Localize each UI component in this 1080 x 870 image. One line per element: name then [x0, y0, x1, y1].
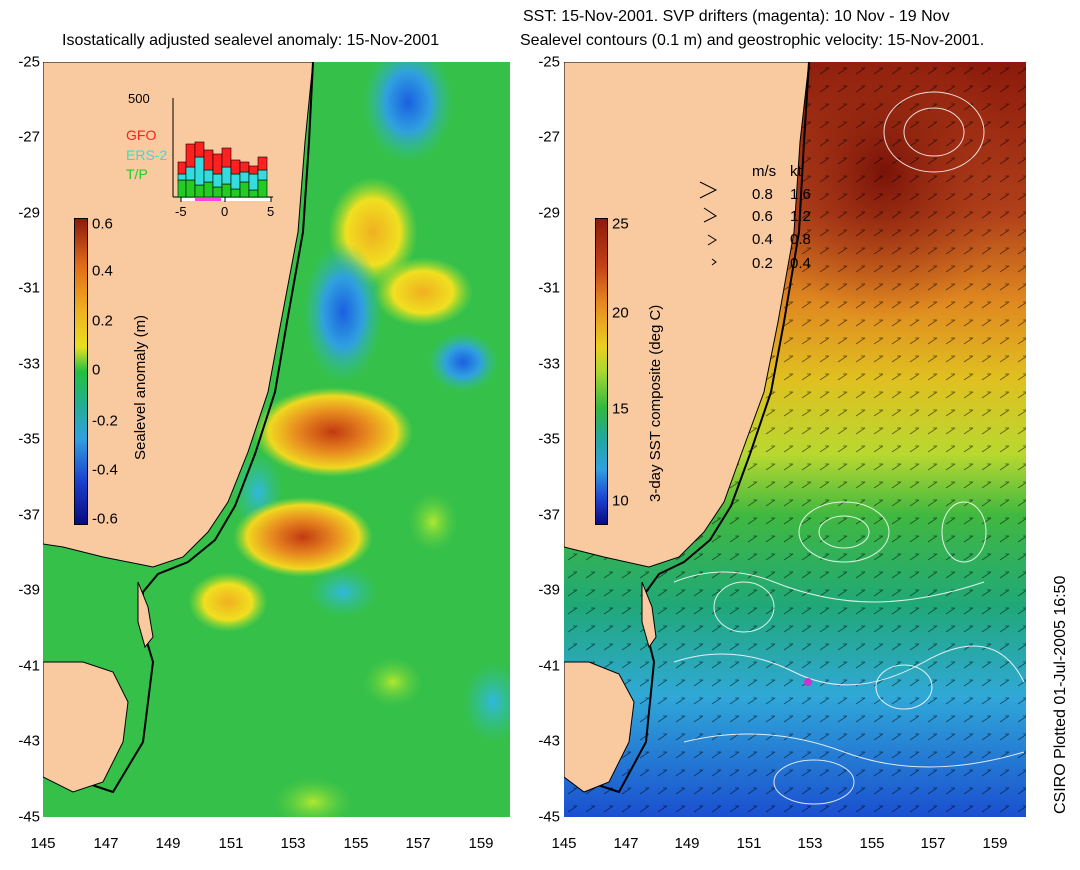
x-tick-left: 147	[93, 835, 119, 852]
speed-legend-header-kt: kt	[790, 163, 802, 180]
speed-legend-ms: 0.2	[752, 255, 773, 272]
velocity-scale-arrows	[699, 181, 718, 266]
tasmania-left	[43, 661, 129, 793]
shelf-edge-left	[57, 62, 314, 794]
australia-mainland-right	[564, 62, 810, 568]
wilsons-promontory-left	[137, 581, 154, 649]
x-tick-right: 157	[920, 835, 946, 852]
speed-legend-ms: 0.8	[752, 186, 773, 203]
colorbar-tick: -0.4	[92, 461, 118, 479]
sst-colorbar	[595, 218, 608, 525]
anomaly-orange-31	[373, 257, 473, 327]
sealevel-anomaly-map	[43, 62, 510, 817]
speed-legend-kt: 0.4	[790, 255, 811, 272]
sealevel-colorbar-label: Sealevel anomaly (m)	[132, 314, 149, 460]
y-tick-right: -25	[538, 53, 560, 71]
plot-credit: CSIRO Plotted 01-Jul-2005 16:50	[1052, 575, 1069, 814]
anomaly-blue-31	[303, 242, 383, 382]
colorbar-tick: -0.2	[92, 412, 118, 430]
speed-legend-header-ms: m/s	[752, 163, 777, 180]
y-tick-right: -35	[538, 430, 560, 448]
colorbar-tick: 10	[612, 492, 629, 510]
y-tick-left: -41	[18, 657, 40, 675]
y-tick-left: -39	[18, 581, 40, 599]
anomaly-red-35	[253, 387, 413, 477]
colorbar-tick: 0	[92, 361, 101, 379]
right-map-title-line1: SST: 15-Nov-2001. SVP drifters (magenta)…	[523, 8, 950, 25]
inset-legend-ers2: ERS-2	[126, 147, 168, 163]
x-tick-right: 147	[613, 835, 639, 852]
anomaly-cyan-42	[463, 662, 510, 742]
inset-x-tick: 5	[267, 204, 275, 219]
speed-legend-kt: 1.2	[790, 208, 811, 225]
x-tick-left: 155	[343, 835, 369, 852]
inset-x-tick: 0	[221, 204, 229, 219]
sst-map	[564, 62, 1026, 817]
speed-legend-ms: 0.4	[752, 231, 773, 248]
colorbar-tick: 20	[612, 304, 629, 322]
x-tick-right: 153	[797, 835, 823, 852]
x-tick-left: 157	[405, 835, 431, 852]
colorbar-tick: 0.4	[92, 262, 113, 280]
anomaly-cyan-39	[308, 567, 378, 617]
y-tick-right: -41	[538, 657, 560, 675]
right-map-title-line2: Sealevel contours (0.1 m) and geostrophi…	[520, 32, 985, 49]
y-tick-left: -35	[18, 430, 40, 448]
tasmania-right	[564, 661, 635, 793]
colorbar-tick: 25	[612, 215, 629, 233]
y-tick-right: -27	[538, 128, 560, 146]
x-tick-right: 149	[674, 835, 700, 852]
colorbar-tick: 15	[612, 400, 629, 418]
sealevel-contours	[673, 91, 1025, 805]
sst-colorbar-label: 3-day SST composite (deg C)	[647, 304, 664, 502]
anomaly-lime-44	[273, 777, 353, 817]
y-tick-left: -25	[18, 53, 40, 71]
y-tick-right: -39	[538, 581, 560, 599]
colorbar-tick: 0.6	[92, 215, 113, 233]
svp-drifter	[804, 678, 812, 686]
x-tick-left: 145	[30, 835, 56, 852]
y-tick-right: -45	[538, 808, 560, 826]
x-tick-left: 151	[218, 835, 244, 852]
anomaly-red-37	[233, 497, 373, 577]
x-tick-right: 155	[859, 835, 885, 852]
speed-legend-ms: 0.6	[752, 208, 773, 225]
shelf-edge-right	[564, 62, 810, 794]
x-tick-left: 159	[468, 835, 494, 852]
inset-legend-tp: T/P	[126, 166, 148, 182]
y-tick-left: -45	[18, 808, 40, 826]
y-tick-right: -31	[538, 279, 560, 297]
sealevel-colorbar	[74, 218, 88, 525]
anomaly-blue-33	[428, 332, 498, 392]
y-tick-left: -29	[18, 204, 40, 222]
speed-legend-kt: 0.8	[790, 231, 811, 248]
anomaly-lime-41	[363, 657, 423, 707]
y-tick-right: -33	[538, 355, 560, 373]
y-tick-left: -27	[18, 128, 40, 146]
x-tick-left: 149	[155, 835, 181, 852]
y-tick-left: -33	[18, 355, 40, 373]
y-tick-left: -37	[18, 506, 40, 524]
inset-x-tick: -5	[175, 204, 187, 219]
inset-legend-gfo: GFO	[126, 127, 157, 143]
anomaly-lime-38	[408, 492, 458, 552]
y-tick-right: -43	[538, 732, 560, 750]
y-tick-right: -37	[538, 506, 560, 524]
anomaly-blue-north	[363, 62, 453, 162]
anomaly-yellow-39	[188, 572, 268, 632]
left-map-title: Isostatically adjusted sealevel anomaly:…	[62, 32, 440, 49]
x-tick-left: 153	[280, 835, 306, 852]
y-tick-left: -43	[18, 732, 40, 750]
inset-y-max-label: 500	[128, 91, 150, 106]
y-tick-right: -29	[538, 204, 560, 222]
x-tick-right: 159	[982, 835, 1008, 852]
wilsons-promontory-right	[641, 581, 657, 649]
x-tick-right: 151	[736, 835, 762, 852]
colorbar-tick: 0.2	[92, 312, 113, 330]
colorbar-tick: -0.6	[92, 510, 118, 528]
x-tick-right: 145	[551, 835, 577, 852]
speed-legend-kt: 1.6	[790, 186, 811, 203]
satellite-track-histogram	[172, 98, 273, 202]
y-tick-left: -31	[18, 279, 40, 297]
